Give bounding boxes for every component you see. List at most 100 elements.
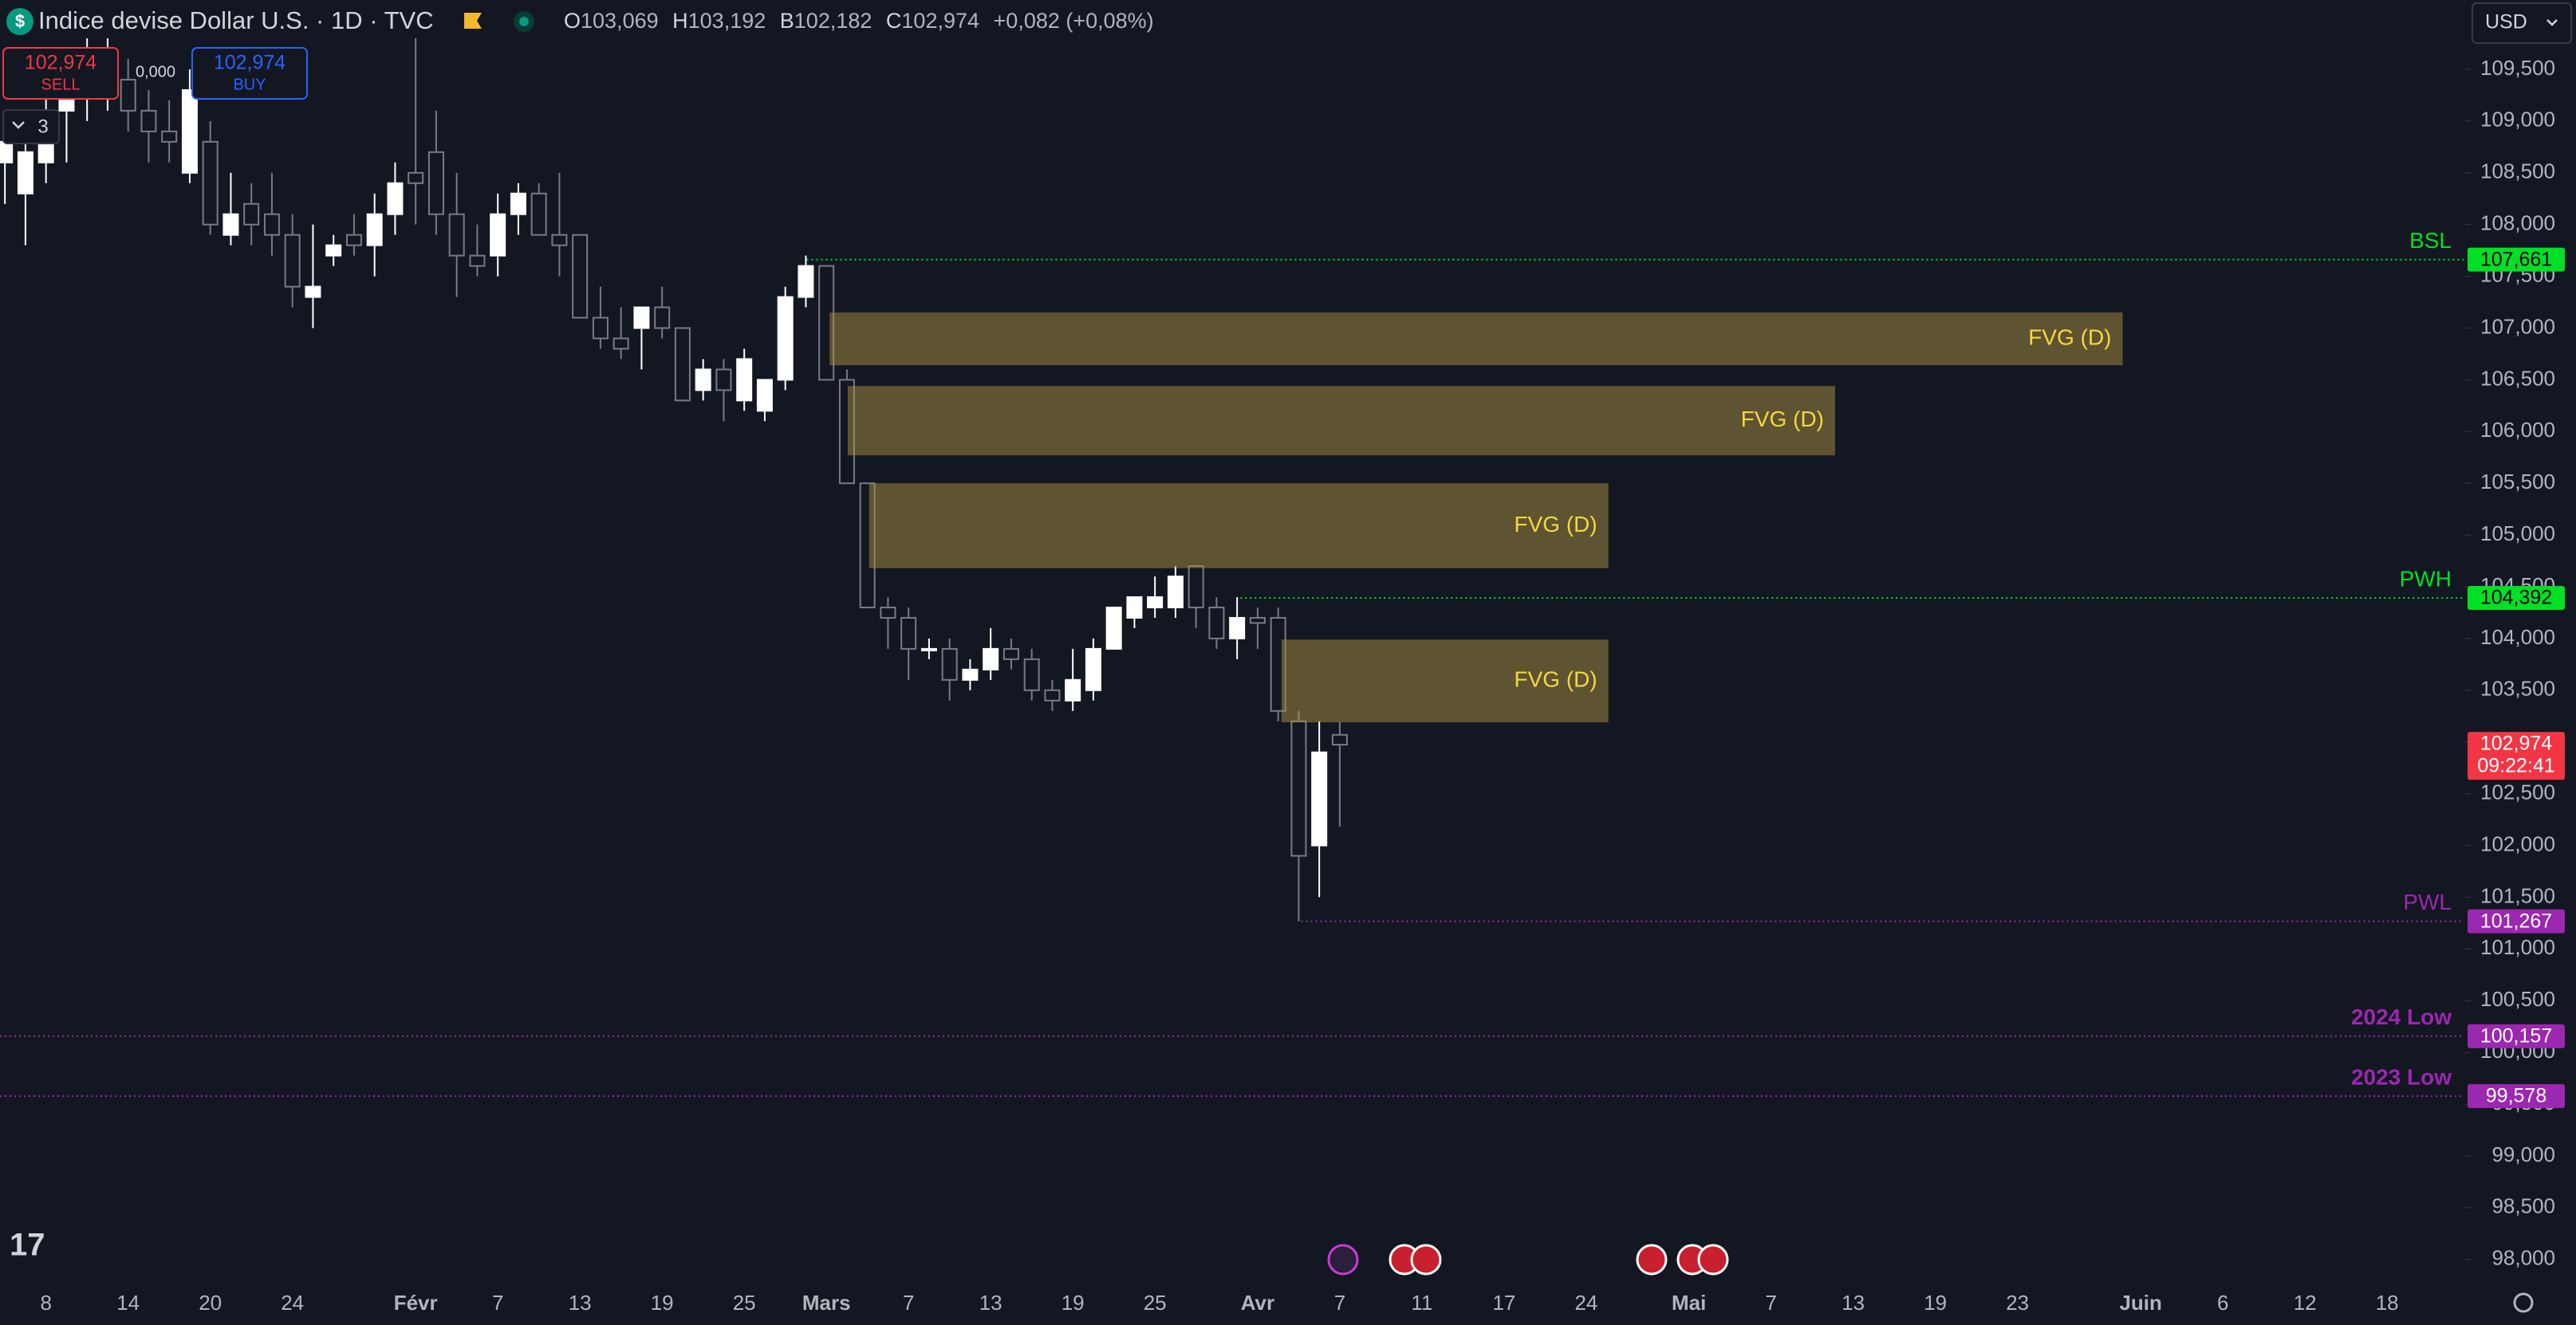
x-tick-label: 17 [1492,1291,1515,1315]
x-tick-label: 7 [1765,1291,1776,1315]
price-tag-label: 100,157 [2480,1024,2552,1047]
candle-body [1290,720,1307,857]
indicator-toggle[interactable] [2,109,60,144]
candle-body [674,327,691,402]
ohlc-value: 102,974 [901,9,979,33]
price-tag [2468,247,2565,272]
x-tick-label: 19 [651,1291,674,1315]
price-tag [2468,586,2565,611]
candle-body [715,368,732,391]
candle-body [695,368,711,391]
price-tag-label: 99,578 [2486,1085,2546,1107]
candle-body [1249,616,1266,624]
chevron [2546,19,2558,26]
x-tick-label: Avr [1241,1291,1274,1315]
candle-body [612,337,629,350]
y-tick-label: 98,500 [2491,1194,2555,1218]
sell-button[interactable] [2,47,119,100]
fvg-zone [847,386,1836,456]
x-tick-label: 7 [1334,1291,1345,1315]
event-icon[interactable] [1697,1244,1729,1276]
candle-body [345,234,362,246]
flag-icon[interactable] [464,13,482,29]
y-tick-label: 109,000 [2480,108,2555,132]
x-tick-label: Mars [802,1291,851,1315]
candle-body [181,88,198,174]
x-tick-label: 20 [199,1291,222,1315]
ohlc-key: B [780,9,794,33]
symbol-title[interactable]: Indice devise Dollar U.S. · 1D · TVC [38,6,434,34]
currency-select[interactable] [2472,2,2572,44]
level-name: 2024 Low [2351,1005,2452,1029]
ohlc-key: H [672,9,688,33]
price-tag-label: 107,661 [2480,248,2552,270]
candle-body [1023,658,1040,691]
x-tick-label: 18 [2376,1291,2399,1315]
event-icon[interactable] [1327,1244,1359,1276]
candle-body [777,296,794,381]
y-tick-label: 100,500 [2480,987,2555,1011]
candle-body [140,109,157,132]
ohlc-value: 103,192 [688,9,766,33]
chevron [12,121,25,129]
x-tick-label: 24 [281,1291,304,1315]
candle-body [448,213,465,257]
x-tick-label: 14 [116,1291,140,1315]
event-icon[interactable] [1410,1244,1442,1276]
price-tag [2468,909,2565,934]
candle-body [202,140,219,226]
candle-body [1147,596,1164,608]
event-icon[interactable] [1636,1244,1668,1276]
y-tick-label: 102,000 [2480,832,2555,855]
candle-body [880,606,896,619]
candle-body [427,151,444,215]
price-tag-label: 101,267 [2480,910,2552,932]
price-tag [2468,1083,2565,1108]
candle-body [551,234,568,246]
x-tick-label: 25 [1144,1291,1167,1315]
candle-body [530,192,547,236]
candle-body [1331,733,1348,746]
x-tick-label: Juin [2119,1291,2161,1315]
ohlc-legend: O103,069 H103,192 B102,182 C102,974 +0,0… [564,9,1154,33]
x-tick-label: 19 [1062,1291,1085,1315]
y-tick-label: 105,500 [2480,470,2555,493]
candle-body [305,285,321,298]
y-tick-label: 108,500 [2480,159,2555,183]
x-tick-label: 13 [979,1291,1002,1315]
candle-body [263,213,280,236]
last-price: 102,974 [2480,733,2552,755]
buy-button[interactable] [191,47,308,100]
fvg-label: FVG (D) [2028,325,2111,350]
candle-body [1002,647,1019,660]
candle-body [962,668,979,681]
x-tick-label: 24 [1574,1291,1597,1315]
y-tick-label: 108,000 [2480,211,2555,235]
y-tick-label: 98,000 [2491,1246,2555,1270]
price-tag-label: 104,392 [2480,587,2552,609]
candle-body [284,234,301,288]
x-tick-label: 8 [40,1291,51,1315]
fvg-zone [1281,639,1609,723]
candle-body [920,647,937,651]
settings-icon[interactable] [2513,1292,2534,1313]
ohlc-key: C [886,9,902,33]
candle-body [1188,565,1204,608]
tv-logo[interactable]: 17 [10,1228,45,1263]
candle-body [17,151,33,195]
level-name: PWH [2400,566,2452,591]
fvg-zone [869,483,1609,568]
ohlc-value: 102,182 [794,9,872,33]
y-tick-label: 101,000 [2480,935,2555,959]
fvg-zone [829,313,2123,366]
x-tick-label: Mai [1672,1291,1706,1315]
y-tick-label: 101,500 [2480,883,2555,907]
candle-body [1105,606,1122,650]
candle-body [1065,678,1081,702]
x-tick-label: 23 [2006,1291,2029,1315]
y-tick-label: 103,500 [2480,677,2555,701]
x-tick-label: Févr [394,1291,438,1315]
buy-label: BUY [233,76,266,93]
